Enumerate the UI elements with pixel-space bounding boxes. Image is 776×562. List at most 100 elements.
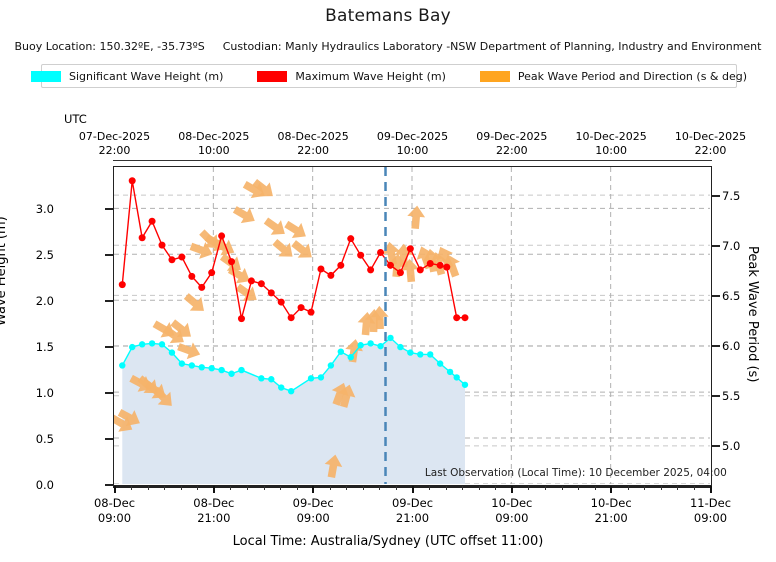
legend-item-2[interactable]: Peak Wave Period and Direction (s & deg) — [479, 70, 747, 83]
maximum-wave-height-series-point — [396, 269, 404, 277]
x-tick-label-3: 09-Dec 21:00 — [392, 496, 433, 526]
y-axis-left-title: Wave Height (m) — [0, 216, 9, 326]
y-tick-mark-right — [712, 244, 720, 247]
x-tick-date: 09-Dec — [391, 496, 434, 510]
maximum-wave-height-series-point — [168, 256, 176, 264]
y-tick-mark-left — [105, 483, 113, 486]
legend-swatch-icon — [30, 70, 61, 82]
y-tick-left-2: 1.0 — [35, 385, 54, 400]
y-tick-left-5: 2.5 — [35, 247, 54, 262]
y-tick-mark-right — [712, 294, 720, 297]
wave-direction-arrow-icon — [407, 205, 426, 229]
y-tick-left-0: 0.0 — [35, 477, 54, 492]
x-tick-date: 10-Dec — [491, 496, 533, 510]
chart-plot-area — [113, 166, 712, 486]
x-tick-minor — [578, 486, 580, 490]
wave-direction-arrow-icon — [252, 178, 273, 197]
y-tick-left-1: 0.5 — [35, 431, 54, 446]
y-axis-right-title: Peak Wave Period (s) — [745, 246, 760, 383]
maximum-wave-height-series-point — [406, 245, 414, 253]
maximum-wave-height-series-point — [228, 258, 236, 266]
x-tick-minor — [627, 486, 629, 490]
x-tick-minor — [395, 486, 397, 490]
significant-wave-height-series-point — [287, 387, 295, 395]
significant-wave-height-series-point — [377, 342, 384, 350]
maximum-wave-height-series-point — [218, 232, 226, 240]
arrow-shape — [177, 342, 201, 360]
custodian: Custodian: Manly Hydraulics Laboratory -… — [222, 40, 762, 53]
wave-direction-arrow-icon — [443, 254, 460, 278]
wave-direction-arrow-icon — [324, 454, 343, 478]
arrow-shape — [183, 293, 204, 311]
significant-wave-height-series-point — [258, 375, 265, 382]
legend-item-1[interactable]: Maximum Wave Height (m) — [257, 70, 446, 83]
x-tick-label-6: 11-Dec 09:00 — [690, 496, 731, 526]
x-tick-label-0: 08-Dec 09:00 — [94, 496, 135, 526]
arrow-shape — [443, 254, 460, 278]
y-tick-mark-left — [105, 207, 113, 210]
maximum-wave-height-series-point — [257, 280, 265, 288]
x-tick-time: 21:00 — [197, 511, 231, 525]
top-tick-date: 10-Dec-2025 — [674, 130, 747, 143]
x-tick-label-2: 09-Dec 09:00 — [293, 496, 334, 526]
y-tick-mark-left — [105, 345, 113, 348]
x-tick-date: 11-Dec — [689, 496, 732, 510]
top-tick-date: 09-Dec-2025 — [376, 130, 449, 143]
x-tick-date: 08-Dec — [193, 496, 235, 510]
y-tick-mark-left — [105, 437, 113, 440]
x-tick-minor — [528, 486, 530, 490]
maximum-wave-height-series-point — [461, 314, 469, 322]
maximum-wave-height-series-point — [198, 283, 206, 291]
wave-direction-arrow-icon — [212, 238, 235, 256]
y-tick-left-4: 2.0 — [35, 293, 54, 308]
top-tick-4: 09-Dec-2025 22:00 — [476, 130, 547, 158]
y-tick-mark-left — [105, 299, 113, 302]
y-tick-right-2: 6.0 — [722, 339, 741, 354]
top-tick-0: 07-Dec-2025 22:00 — [79, 130, 150, 158]
significant-wave-height-series-point — [218, 366, 225, 374]
significant-wave-height-series-point — [119, 362, 126, 369]
top-tick-5: 10-Dec-2025 10:00 — [576, 130, 647, 158]
significant-wave-height-series — [119, 334, 469, 395]
maximum-wave-height-series-point — [188, 272, 196, 280]
arrow-shape — [263, 217, 285, 235]
x-tick-time: 21:00 — [594, 511, 628, 525]
maximum-wave-height-series-point — [237, 315, 245, 323]
significant-wave-height-series-point — [238, 366, 245, 374]
x-tick-minor — [379, 486, 381, 490]
maximum-wave-height-series-point — [386, 261, 394, 269]
significant-wave-height-series-point — [307, 375, 315, 382]
legend-item-0[interactable]: Significant Wave Height (m) — [30, 69, 224, 83]
x-tick-label-4: 10-Dec 09:00 — [491, 496, 532, 526]
x-tick-minor — [677, 486, 679, 490]
x-tick-label-1: 08-Dec 21:00 — [193, 496, 234, 526]
top-axis-line — [113, 160, 712, 161]
arrow-shape — [152, 386, 172, 406]
arrow-shape — [232, 206, 255, 224]
x-tick-major-5 — [610, 486, 613, 493]
y-tick-mark-right — [712, 345, 720, 348]
maximum-wave-height-series-point — [277, 298, 285, 306]
y-tick-left-6: 3.0 — [35, 201, 54, 216]
x-tick-minor — [561, 486, 563, 490]
y-tick-mark-right — [712, 395, 720, 398]
significant-wave-height-series-point — [158, 341, 166, 348]
significant-wave-height-series-point — [148, 340, 156, 347]
x-tick-minor — [660, 486, 662, 490]
significant-wave-height-series-point — [278, 384, 285, 391]
legend-label: Significant Wave Height (m) — [68, 69, 224, 83]
utc-axis-label: UTC — [64, 112, 87, 126]
y-tick-mark-left — [105, 391, 113, 394]
significant-wave-height-series-point — [208, 365, 215, 372]
x-tick-minor — [164, 486, 166, 490]
maximum-wave-height-series-point — [436, 261, 444, 269]
y-tick-right-3: 6.5 — [722, 288, 741, 303]
x-tick-minor — [197, 486, 199, 490]
x-tick-date: 09-Dec — [292, 496, 334, 510]
wave-direction-arrow-icon — [235, 283, 257, 302]
top-tick-1: 08-Dec-2025 10:00 — [178, 130, 249, 158]
top-tick-6: 10-Dec-2025 22:00 — [675, 130, 746, 158]
significant-wave-height-series-point — [461, 381, 469, 388]
x-tick-minor — [429, 486, 431, 490]
x-tick-time: 09:00 — [495, 511, 529, 525]
